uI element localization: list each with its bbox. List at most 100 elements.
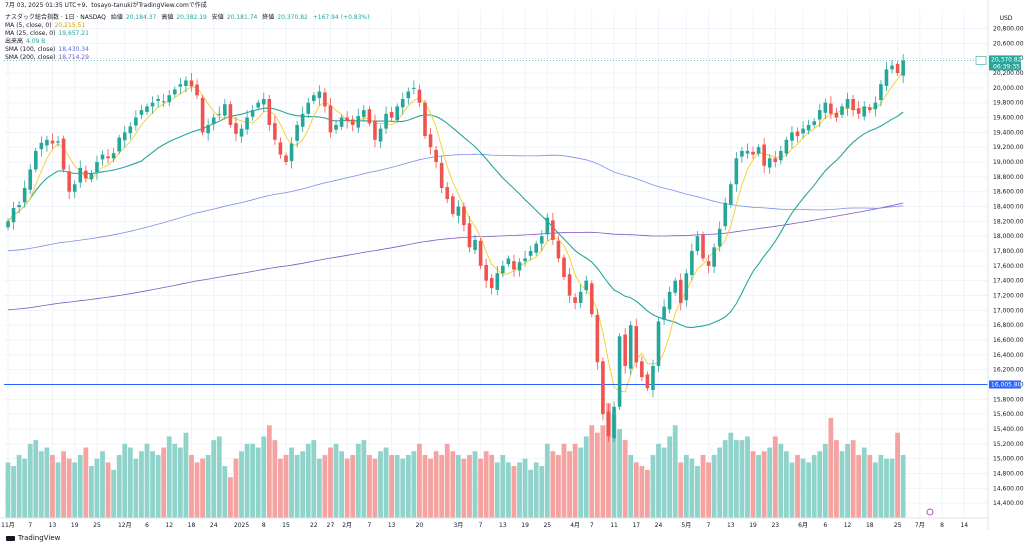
- volume-bar: [772, 436, 778, 518]
- low-value: 20,181.74: [226, 14, 258, 21]
- created-note: 7月 03, 2025 01:35 UTC+9、tosayo-tanukiがTr…: [5, 2, 207, 9]
- volume-bar: [561, 443, 567, 518]
- candle-body: [829, 103, 833, 114]
- x-tick-label: 8: [262, 522, 266, 529]
- candle-body: [645, 374, 650, 389]
- volume-bar: [5, 462, 11, 518]
- candle-body: [701, 234, 705, 259]
- x-tick-label: 7: [479, 522, 483, 529]
- volume-bar: [339, 451, 344, 518]
- volume-bar: [806, 462, 812, 518]
- y-tick-label: 20,000.00: [993, 85, 1024, 92]
- candle-body: [851, 98, 855, 111]
- tradingview-brand[interactable]: TradingView: [6, 534, 60, 542]
- hline-price-badge: [989, 380, 1021, 389]
- volume-bar: [139, 451, 144, 518]
- volume-bar: [539, 466, 545, 518]
- candle-body: [284, 155, 288, 163]
- volume-bar: [550, 451, 556, 518]
- volume-bar: [472, 451, 478, 518]
- y-tick-label: 18,200.00: [993, 218, 1024, 225]
- indicator-label: SMA (100, close): [5, 46, 56, 53]
- candle-body: [417, 89, 422, 103]
- candle-body: [106, 156, 110, 159]
- volume-bar: [228, 477, 233, 518]
- volume-bar: [745, 436, 750, 518]
- open-label: 始値: [110, 14, 123, 21]
- volume-bar: [383, 447, 389, 518]
- volume-bar: [650, 454, 656, 518]
- candle-body: [601, 361, 605, 415]
- candle-body: [767, 158, 772, 168]
- volume-bar: [278, 458, 283, 518]
- candle-body: [334, 124, 338, 130]
- indicator-label: SMA (200, close): [5, 54, 56, 61]
- candle-body: [751, 151, 755, 155]
- candle-body: [267, 98, 272, 125]
- candle-body: [167, 95, 172, 103]
- ma5-line: [7, 70, 904, 393]
- y-tick-label: 19,800.00: [993, 100, 1024, 107]
- volume-bar: [522, 458, 528, 518]
- candle-body: [729, 184, 733, 205]
- candle-body: [395, 106, 399, 121]
- x-tick-label: 18: [866, 522, 874, 529]
- volume-bar: [556, 454, 561, 518]
- y-tick-label: 15,800.00: [993, 396, 1024, 403]
- candle-body: [223, 104, 227, 116]
- volume-bar: [22, 458, 28, 518]
- candle-body: [868, 107, 872, 111]
- candle-body: [584, 280, 589, 291]
- volume-bar: [394, 454, 400, 518]
- candle-body: [78, 167, 83, 183]
- volume-bar: [444, 443, 450, 518]
- sma200-line: [7, 202, 904, 311]
- volume-bar: [589, 425, 595, 518]
- candle-body: [300, 113, 305, 127]
- volume-bar: [116, 454, 122, 518]
- volume-bar: [428, 458, 433, 518]
- volume-bar: [328, 447, 333, 518]
- candle-body: [873, 102, 878, 110]
- candle-body: [623, 334, 627, 366]
- volume-bar: [872, 462, 878, 518]
- y-tick-label: 18,600.00: [993, 189, 1024, 196]
- volume-bar: [411, 451, 417, 518]
- candle-body: [245, 117, 249, 130]
- volume-bar: [678, 462, 684, 518]
- candle-body: [884, 69, 889, 86]
- indicator-value: 19,657.21: [58, 30, 89, 37]
- volume-bar: [66, 458, 72, 518]
- volume-bar: [100, 451, 105, 518]
- y-tick-label: 18,400.00: [993, 204, 1024, 211]
- volume-bar: [733, 440, 739, 518]
- x-tick-label: 27: [327, 522, 335, 529]
- indicator-ma5[interactable]: MA (5, close, 0) 20,215.51: [5, 22, 88, 30]
- x-tick-label: 15: [282, 522, 290, 529]
- ma25-line: [7, 107, 904, 329]
- volume-bar: [483, 451, 489, 518]
- indicator-sma200[interactable]: SMA (200, close) 18,714.29: [5, 54, 92, 62]
- volume-bar: [55, 462, 61, 518]
- y-tick-label: 14,600.00: [993, 485, 1024, 492]
- x-tick-label: 19: [521, 522, 529, 529]
- candle-body: [250, 110, 255, 117]
- candle-body: [901, 60, 905, 76]
- candle-body: [784, 139, 789, 154]
- volume-bar: [122, 443, 128, 518]
- volume-bar: [261, 436, 267, 518]
- indicator-ma25[interactable]: MA (25, close, 0) 19,657.21: [5, 30, 92, 38]
- indicator-volume[interactable]: 出来高 4.09 B: [5, 38, 48, 46]
- candle-body: [890, 65, 894, 70]
- volume-bar: [27, 443, 33, 518]
- volume-bar: [789, 462, 795, 518]
- indicator-sma100[interactable]: SMA (100, close) 18,430.34: [5, 46, 92, 54]
- currency-label: USD: [1000, 15, 1013, 22]
- volume-bar: [834, 440, 839, 518]
- candle-body: [690, 251, 694, 276]
- x-tick-label: 17: [632, 522, 640, 529]
- high-label: 高値: [161, 14, 174, 21]
- candle-body: [211, 117, 216, 125]
- candle-body: [556, 240, 561, 259]
